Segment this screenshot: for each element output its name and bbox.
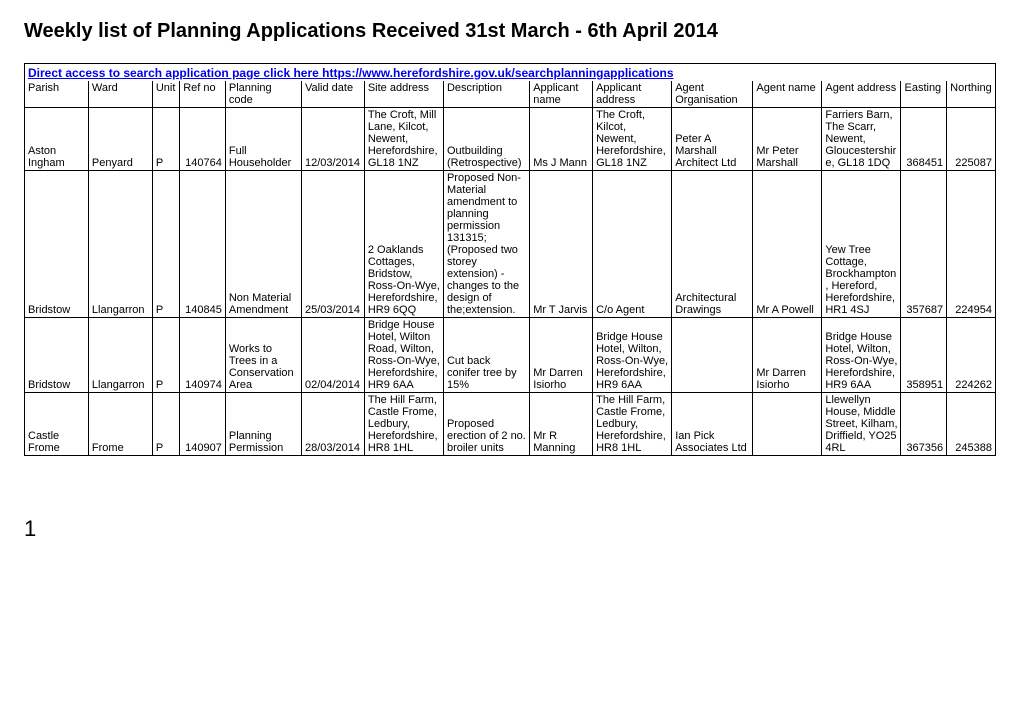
- cell-parish: Bridstow: [25, 171, 89, 318]
- cell-parish: Aston Ingham: [25, 108, 89, 171]
- cell-siteaddr: Bridge House Hotel, Wilton Road, Wilton,…: [364, 318, 443, 393]
- cell-refno: 140764: [180, 108, 226, 171]
- cell-valid: 12/03/2014: [301, 108, 364, 171]
- cell-agentorg: [672, 318, 753, 393]
- col-desc: Description: [443, 81, 529, 108]
- cell-appaddr: The Croft, Kilcot, Newent, Herefordshire…: [593, 108, 672, 171]
- cell-unit: P: [152, 171, 179, 318]
- cell-code: Full Householder: [225, 108, 301, 171]
- cell-agentad: Bridge House Hotel, Wilton, Ross-On-Wye,…: [822, 318, 901, 393]
- cell-agentnm: [753, 393, 822, 456]
- cell-agentad: Yew Tree Cottage, Brockhampton, Hereford…: [822, 171, 901, 318]
- col-siteaddr: Site address: [364, 81, 443, 108]
- cell-agentad: Farriers Barn, The Scarr, Newent, Glouce…: [822, 108, 901, 171]
- cell-northing: 224262: [947, 318, 996, 393]
- cell-appaddr: C/o Agent: [593, 171, 672, 318]
- col-agentad: Agent address: [822, 81, 901, 108]
- cell-desc: Proposed erection of 2 no. broiler units: [443, 393, 529, 456]
- cell-appname: Mr R Manning: [530, 393, 593, 456]
- col-appaddr: Applicant address: [593, 81, 672, 108]
- cell-agentnm: Mr Darren Isiorho: [753, 318, 822, 393]
- cell-ward: Llangarron: [88, 318, 152, 393]
- table-header-row: Parish Ward Unit Ref no Planning code Va…: [25, 81, 996, 108]
- cell-code: Works to Trees in a Conservation Area: [225, 318, 301, 393]
- page-title: Weekly list of Planning Applications Rec…: [24, 20, 996, 43]
- col-refno: Ref no: [180, 81, 226, 108]
- cell-unit: P: [152, 393, 179, 456]
- cell-easting: 367356: [901, 393, 947, 456]
- cell-siteaddr: The Croft, Mill Lane, Kilcot, Newent, He…: [364, 108, 443, 171]
- cell-refno: 140907: [180, 393, 226, 456]
- cell-siteaddr: 2 Oaklands Cottages, Bridstow, Ross-On-W…: [364, 171, 443, 318]
- col-appname: Applicant name: [530, 81, 593, 108]
- cell-desc: Cut back conifer tree by 15%: [443, 318, 529, 393]
- cell-agentorg: Architectural Drawings: [672, 171, 753, 318]
- cell-refno: 140845: [180, 171, 226, 318]
- cell-agentnm: Mr Peter Marshall: [753, 108, 822, 171]
- cell-ward: Penyard: [88, 108, 152, 171]
- cell-appname: Ms J Mann: [530, 108, 593, 171]
- cell-appname: Mr Darren Isiorho: [530, 318, 593, 393]
- col-easting: Easting: [901, 81, 947, 108]
- cell-valid: 28/03/2014: [301, 393, 364, 456]
- cell-northing: 225087: [947, 108, 996, 171]
- table-row: Bridstow Llangarron P 140845 Non Materia…: [25, 171, 996, 318]
- page-number: 1: [24, 516, 996, 542]
- cell-ward: Frome: [88, 393, 152, 456]
- cell-valid: 25/03/2014: [301, 171, 364, 318]
- cell-agentorg: Ian Pick Associates Ltd: [672, 393, 753, 456]
- cell-easting: 368451: [901, 108, 947, 171]
- cell-siteaddr: The Hill Farm, Castle Frome, Ledbury, He…: [364, 393, 443, 456]
- cell-desc: Outbuilding (Retrospective): [443, 108, 529, 171]
- cell-northing: 224954: [947, 171, 996, 318]
- cell-appname: Mr T Jarvis: [530, 171, 593, 318]
- cell-parish: Castle Frome: [25, 393, 89, 456]
- applications-table: Direct access to search application page…: [24, 63, 996, 456]
- cell-agentad: Llewellyn House, Middle Street, Kilham, …: [822, 393, 901, 456]
- col-agentorg: Agent Organisation: [672, 81, 753, 108]
- cell-easting: 358951: [901, 318, 947, 393]
- table-row: Castle Frome Frome P 140907 Planning Per…: [25, 393, 996, 456]
- search-applications-link[interactable]: Direct access to search application page…: [28, 66, 674, 80]
- cell-unit: P: [152, 318, 179, 393]
- cell-code: Planning Permission: [225, 393, 301, 456]
- cell-ward: Llangarron: [88, 171, 152, 318]
- col-agentnm: Agent name: [753, 81, 822, 108]
- col-unit: Unit: [152, 81, 179, 108]
- table-row: Bridstow Llangarron P 140974 Works to Tr…: [25, 318, 996, 393]
- cell-agentorg: Peter A Marshall Architect Ltd: [672, 108, 753, 171]
- col-valid: Valid date: [301, 81, 364, 108]
- cell-easting: 357687: [901, 171, 947, 318]
- cell-parish: Bridstow: [25, 318, 89, 393]
- cell-unit: P: [152, 108, 179, 171]
- cell-refno: 140974: [180, 318, 226, 393]
- cell-code: Non Material Amendment: [225, 171, 301, 318]
- col-ward: Ward: [88, 81, 152, 108]
- cell-appaddr: The Hill Farm, Castle Frome, Ledbury, He…: [593, 393, 672, 456]
- col-parish: Parish: [25, 81, 89, 108]
- cell-northing: 245388: [947, 393, 996, 456]
- cell-valid: 02/04/2014: [301, 318, 364, 393]
- cell-desc: Proposed Non-Material amendment to plann…: [443, 171, 529, 318]
- cell-agentnm: Mr A Powell: [753, 171, 822, 318]
- search-link-row: Direct access to search application page…: [25, 64, 996, 82]
- col-code: Planning code: [225, 81, 301, 108]
- table-row: Aston Ingham Penyard P 140764 Full House…: [25, 108, 996, 171]
- cell-appaddr: Bridge House Hotel, Wilton, Ross-On-Wye,…: [593, 318, 672, 393]
- col-northing: Northing: [947, 81, 996, 108]
